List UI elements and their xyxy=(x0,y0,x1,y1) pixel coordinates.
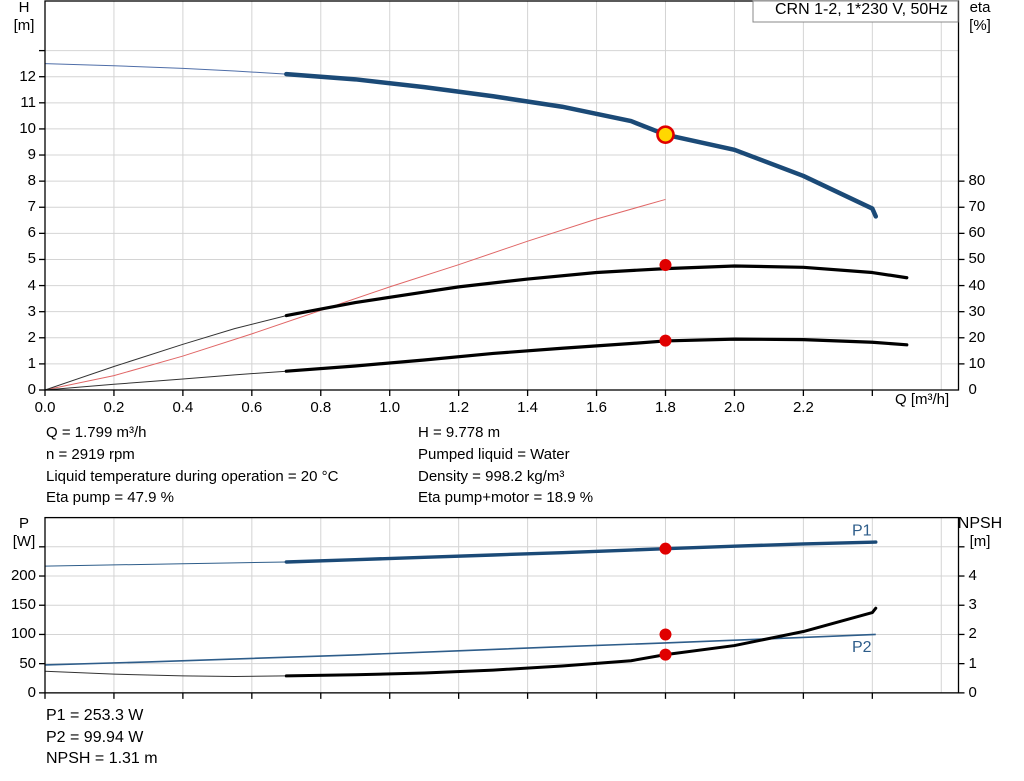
svg-text:P2: P2 xyxy=(852,639,872,656)
svg-text:P1: P1 xyxy=(852,522,872,539)
